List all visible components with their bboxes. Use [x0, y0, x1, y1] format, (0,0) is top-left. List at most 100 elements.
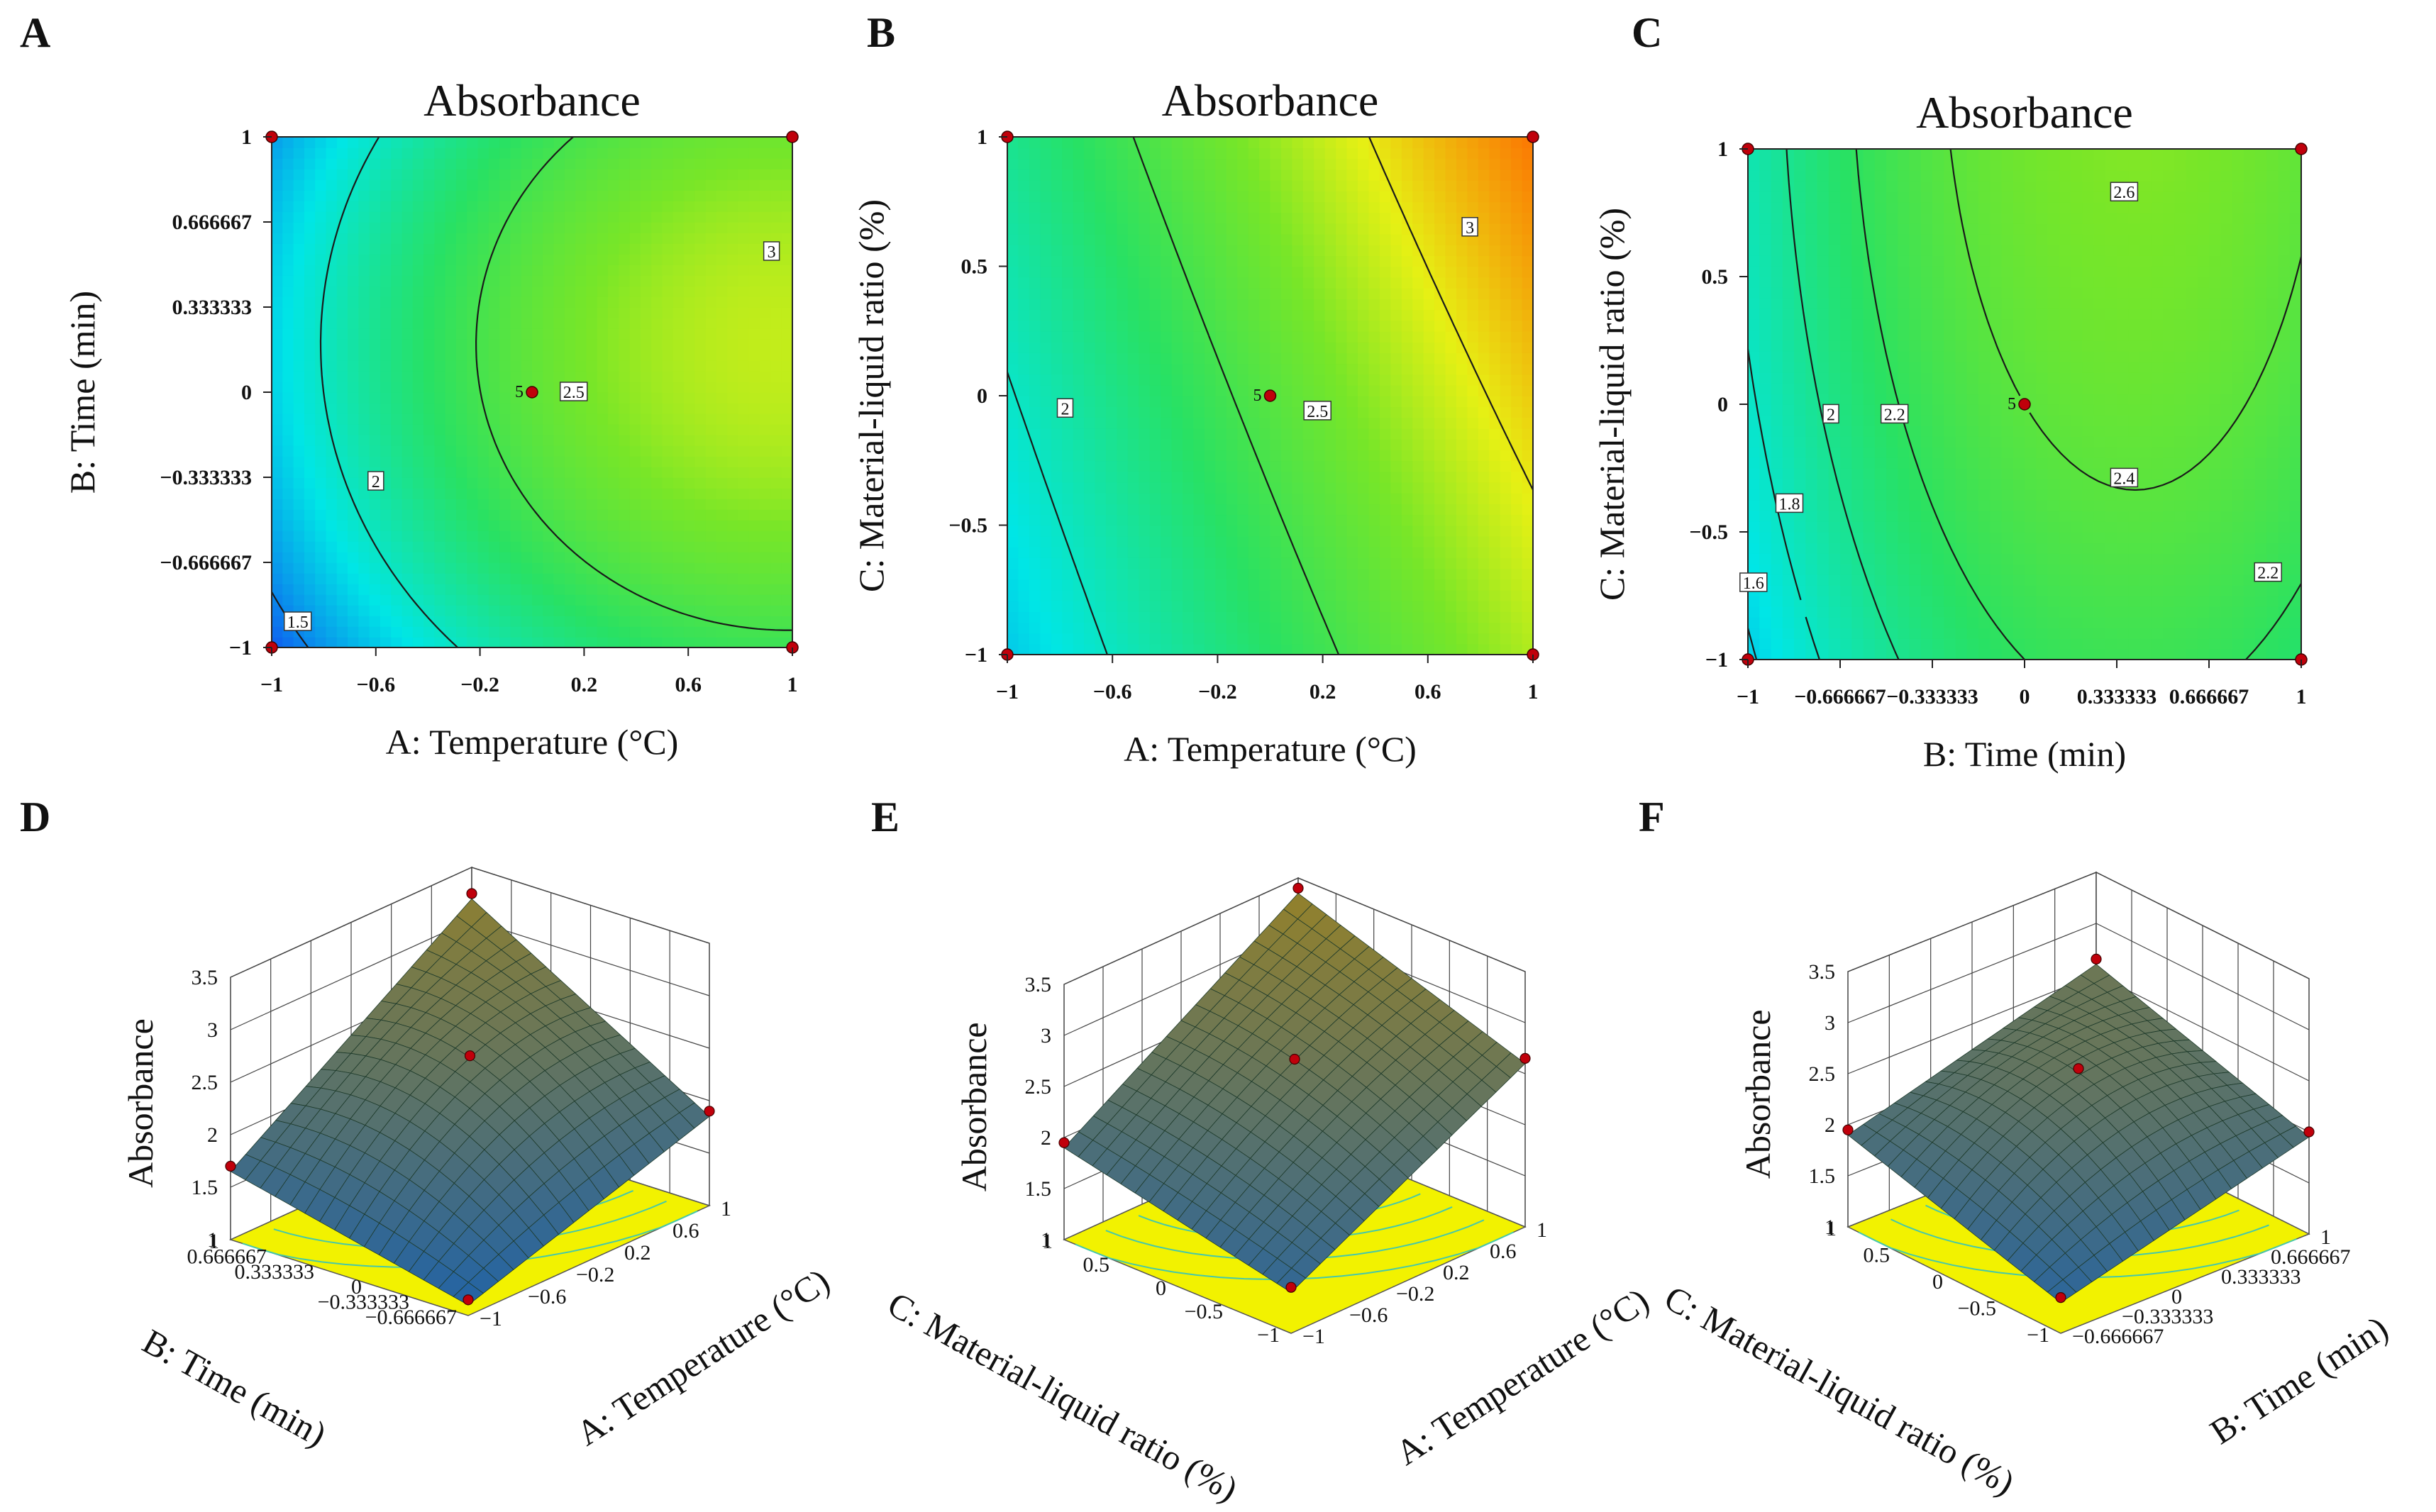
- z-tick-label: 2: [1041, 1126, 1051, 1150]
- x-axis-title: A: Temperature (°C): [386, 722, 679, 762]
- left-tick-label: −0.333333: [318, 1291, 409, 1314]
- x-tick-label: −1: [996, 680, 1019, 704]
- contour-line: [475, 136, 792, 631]
- y-tick-label: 0.5: [1702, 265, 1729, 289]
- chart-title: Absorbance: [1916, 87, 2133, 138]
- z-tick-label: 1.5: [1025, 1177, 1052, 1201]
- contour-label-box: [2110, 182, 2139, 201]
- contour-label: 2.4: [2113, 469, 2135, 488]
- design-point: [786, 130, 799, 143]
- left-tick-label: −0.5: [1185, 1300, 1223, 1323]
- x-tick-label: 0.2: [1310, 680, 1336, 704]
- surface-plot-F: 1 1.5 2 2.5 3 3.5 Absorbance −1 −0.5 0 0.5 1 −0.6666…: [1658, 871, 2395, 1503]
- x-tick-label: 1: [1528, 680, 1539, 704]
- surface-plot-E: 1 1.5 2 2.5 3 3.5 Absorbance −1 −0.5 0 0.5 1 −1 −0.6−…: [881, 877, 1656, 1509]
- x-tick-label: 0.6: [1414, 680, 1441, 704]
- x-tick-label: 0.333333: [2077, 685, 2157, 708]
- design-point: [2073, 1063, 2084, 1074]
- contour-label-box: [1056, 398, 1074, 418]
- x-tick-label: −1: [260, 673, 283, 696]
- contour-line: [1949, 148, 2303, 491]
- y-tick-label: 0: [1717, 393, 1728, 416]
- right-tick-label: −0.6: [528, 1285, 566, 1308]
- z-tick-label: 3: [1825, 1011, 1835, 1035]
- z-tick-label: 1: [1825, 1216, 1835, 1239]
- right-tick-label: 0.666667: [2271, 1245, 2351, 1269]
- contour-label-box: [1461, 217, 1478, 237]
- panel-label-F: F: [1639, 794, 1665, 840]
- contour-label: 2: [1827, 406, 1835, 424]
- design-point: [1289, 1053, 1300, 1065]
- contour-label: 1.8: [1779, 495, 1800, 513]
- right-tick-label: −0.2: [576, 1263, 614, 1286]
- x-tick-label: −0.6: [1093, 680, 1132, 704]
- contour-label: 2.2: [2257, 565, 2279, 583]
- contour-label: 1.5: [287, 613, 309, 632]
- contour-label-box: [1303, 401, 1332, 421]
- response-surface: [230, 898, 710, 1306]
- y-tick-label: −0.666667: [160, 551, 252, 574]
- contour-label: 2.5: [563, 384, 585, 402]
- surface-plot-D: 1 1.5 2 2.5 3 3.5 Absorbance −0.666667−0.333333…: [121, 866, 836, 1454]
- z-tick-label: 2.5: [1809, 1062, 1836, 1086]
- design-point: [2295, 143, 2308, 155]
- right-tick-label: −1: [480, 1307, 502, 1330]
- left-tick-label: −0.5: [1958, 1297, 1996, 1321]
- chart-title: Absorbance: [423, 75, 641, 126]
- right-tick-label: 0: [2171, 1285, 2182, 1308]
- y-axis-title: C: Material-liquid ratio (%): [1592, 208, 1632, 601]
- y-tick-label: 1: [241, 126, 252, 149]
- contour-line: [1746, 628, 1758, 660]
- x-tick-label: 0: [2020, 685, 2030, 708]
- left-tick-label: −1: [2027, 1323, 2049, 1347]
- left-tick-label: 0: [1932, 1270, 1943, 1294]
- contour-line: [1006, 372, 1108, 655]
- x-tick-label: 0.2: [571, 673, 598, 696]
- center-count-label: 5: [515, 383, 524, 401]
- contour-label-box: [763, 241, 780, 261]
- x-axis-title: B: Time (min): [1923, 734, 2126, 774]
- z-tick-label: 3: [1041, 1024, 1051, 1047]
- panel-label-D: D: [20, 794, 50, 840]
- design-point: [1527, 130, 1539, 143]
- z-tick-label: 1: [1041, 1228, 1051, 1252]
- left-tick-label: −1: [1257, 1323, 1280, 1347]
- right-axis-title: B: Time (min): [2203, 1308, 2395, 1452]
- design-point: [464, 1050, 476, 1062]
- left-tick-label: 1: [1826, 1217, 1837, 1240]
- z-tick-label: 1: [207, 1228, 218, 1252]
- y-tick-label: −0.333333: [160, 466, 252, 489]
- panel-label-A: A: [20, 9, 50, 56]
- right-tick-label: −0.6: [1349, 1303, 1388, 1327]
- y-tick-label: −0.5: [948, 514, 987, 538]
- contour-fill-B: [1007, 137, 1534, 655]
- y-axis-title: B: Time (min): [62, 291, 102, 494]
- right-tick-label: 1: [721, 1197, 731, 1221]
- z-tick-label: 2.5: [1025, 1075, 1052, 1099]
- z-tick-label: 3: [207, 1018, 218, 1042]
- right-tick-label: −0.333333: [2122, 1305, 2213, 1328]
- contour-line: [1368, 136, 1534, 491]
- y-tick-label: −0.5: [1689, 521, 1728, 544]
- contour-plot-B: 2 2.5 3 5 −1 −0.6 −0.2 0.2 0.6 1 −1 −0.5 0 0.5 1 Absorb…: [851, 75, 1539, 769]
- z-tick-label: 1.5: [1809, 1164, 1836, 1188]
- right-tick-label: 1: [2320, 1225, 2331, 1249]
- center-count-label: 5: [1253, 387, 1262, 405]
- y-tick-label: 0.666667: [172, 211, 253, 234]
- left-tick-label: −0.666667: [365, 1306, 457, 1329]
- z-axis-title: Absorbance: [121, 1018, 160, 1188]
- x-tick-label: 0.6: [675, 673, 702, 696]
- y-tick-label: 0.5: [961, 255, 988, 279]
- right-tick-label: 0.6: [1490, 1240, 1517, 1263]
- contour-label-box: [283, 611, 312, 631]
- y-tick-label: 1: [1717, 138, 1728, 161]
- y-tick-label: 0.333333: [172, 296, 253, 319]
- z-axis-title: Absorbance: [1738, 1009, 1778, 1179]
- right-tick-label: 0.6: [672, 1219, 699, 1243]
- design-point: [2055, 1291, 2066, 1303]
- contour-line: [1786, 148, 1900, 660]
- design-point: [2018, 398, 2031, 411]
- left-tick-label: 0: [1156, 1277, 1166, 1300]
- x-tick-label: 1: [787, 673, 798, 696]
- design-point: [526, 386, 538, 399]
